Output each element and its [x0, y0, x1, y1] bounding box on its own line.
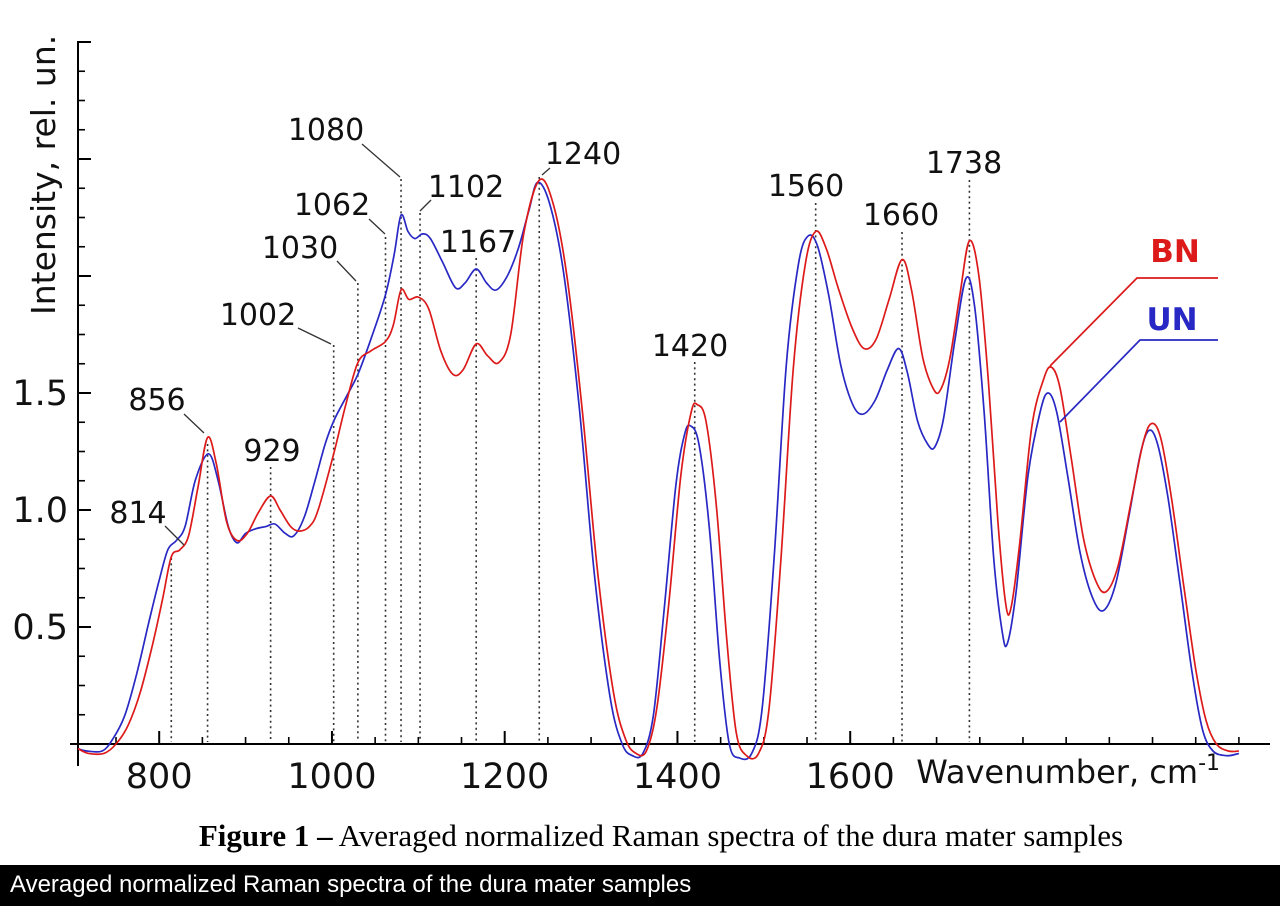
peak-label-1030: 1030 [262, 231, 338, 266]
peak-label-1102: 1102 [428, 170, 504, 205]
peak-label-1080: 1080 [288, 113, 364, 148]
raman-spectra-svg: 800 1000 1200 1400 1600 0.5 1.0 1.5 Wavenumber, … [12, 35, 1270, 797]
peak-leader-line-1002 [297, 327, 332, 345]
peak-label-814: 814 [109, 496, 166, 531]
legend-leader-UN [1059, 339, 1218, 423]
peak-label-1240: 1240 [545, 137, 621, 172]
peak-label-1420: 1420 [652, 329, 728, 364]
peak-leader-line-1062 [368, 218, 386, 235]
series-curve-UN [77, 181, 1240, 761]
x-tick-label: 1400 [633, 757, 722, 797]
peak-leader-line-1080 [361, 143, 401, 178]
y-tick-label: 1.5 [12, 374, 68, 414]
peak-label-1062: 1062 [294, 188, 370, 223]
footer-bar: Averaged normalized Raman spectra of the… [0, 865, 1280, 906]
peak-annotations: 814 856 929 1002 1030 1062 1080 1102 1167 1240 142… [109, 113, 1002, 546]
x-tick-label: 800 [126, 757, 193, 797]
figure-caption-label: Figure 1 – [198, 818, 333, 853]
peak-label-929: 929 [243, 434, 300, 469]
peak-marker-lines [170, 177, 971, 742]
peak-label-1738: 1738 [926, 146, 1002, 181]
peak-label-1002: 1002 [220, 298, 296, 333]
peak-label-1167: 1167 [440, 225, 516, 260]
peak-label-1660: 1660 [863, 198, 939, 233]
y-tick-label: 0.5 [12, 608, 68, 648]
peak-leader-line-1102 [419, 199, 432, 212]
legend: BN UN [1049, 234, 1218, 423]
series [77, 178, 1240, 761]
legend-label-UN: UN [1146, 302, 1197, 338]
x-tick-label: 1600 [806, 757, 895, 797]
axes: 800 1000 1200 1400 1600 0.5 1.0 1.5 Wavenumber, … [12, 35, 1270, 797]
legend-label-BN: BN [1150, 234, 1200, 270]
footer-text: Averaged normalized Raman spectra of the… [10, 871, 692, 898]
raman-spectra-chart: 800 1000 1200 1400 1600 0.5 1.0 1.5 Wavenumber, … [12, 35, 1270, 797]
peak-label-856: 856 [128, 383, 185, 418]
peak-leader-line-814 [164, 525, 185, 546]
peak-label-1560: 1560 [768, 169, 844, 204]
legend-leader-BN [1049, 277, 1218, 367]
figure-caption: Figure 1 – Averaged normalized Raman spe… [0, 818, 1280, 854]
series-curve-BN [77, 178, 1239, 760]
y-axis-title: Intensity, rel. un. [24, 35, 63, 315]
peak-leader-line-1240 [541, 167, 551, 176]
y-tick-label: 1.0 [12, 491, 68, 531]
x-axis-title: Wavenumber, cm-1 [916, 751, 1220, 791]
peak-leader-line-1030 [336, 260, 357, 282]
x-tick-label: 1000 [287, 757, 376, 797]
figure-caption-text: Averaged normalized Raman spectra of the… [332, 818, 1124, 853]
x-tick-label: 1200 [460, 757, 549, 797]
peak-leader-line-856 [183, 413, 205, 434]
